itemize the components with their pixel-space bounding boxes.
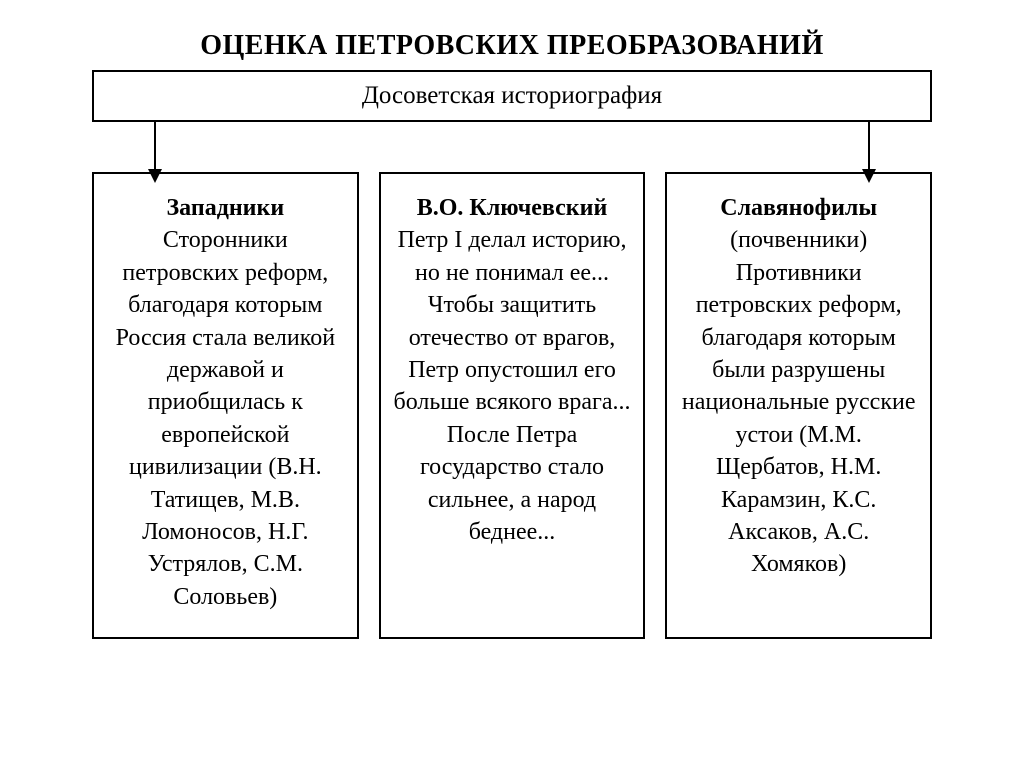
columns-container: Западники Сторонники петровских реформ, … xyxy=(92,172,932,639)
connector-line-left xyxy=(154,121,156,171)
column-heading: Славянофилы xyxy=(679,192,918,224)
column-body: Сторонники петровских реформ, благодаря … xyxy=(116,227,335,609)
subtitle-box: Досоветская историография xyxy=(92,70,932,122)
column-heading: В.О. Ключевский xyxy=(393,192,632,224)
subtitle-text: Досоветская историография xyxy=(94,82,930,110)
column-body: (почвенники) Противники петровских рефор… xyxy=(682,227,916,577)
column-klyuchevsky: В.О. Ключевский Петр I делал историю, но… xyxy=(379,172,646,639)
column-heading: Западники xyxy=(106,192,345,224)
column-westerners: Западники Сторонники петровских реформ, … xyxy=(92,172,359,639)
column-slavophiles: Славянофилы (почвенники) Противники петр… xyxy=(665,172,932,639)
diagram-title: ОЦЕНКА ПЕТРОВСКИХ ПРЕОБРАЗОВАНИЙ xyxy=(90,30,934,62)
connector-line-right xyxy=(868,121,870,171)
column-body: Петр I делал историю, но не понимал ее..… xyxy=(394,227,631,545)
